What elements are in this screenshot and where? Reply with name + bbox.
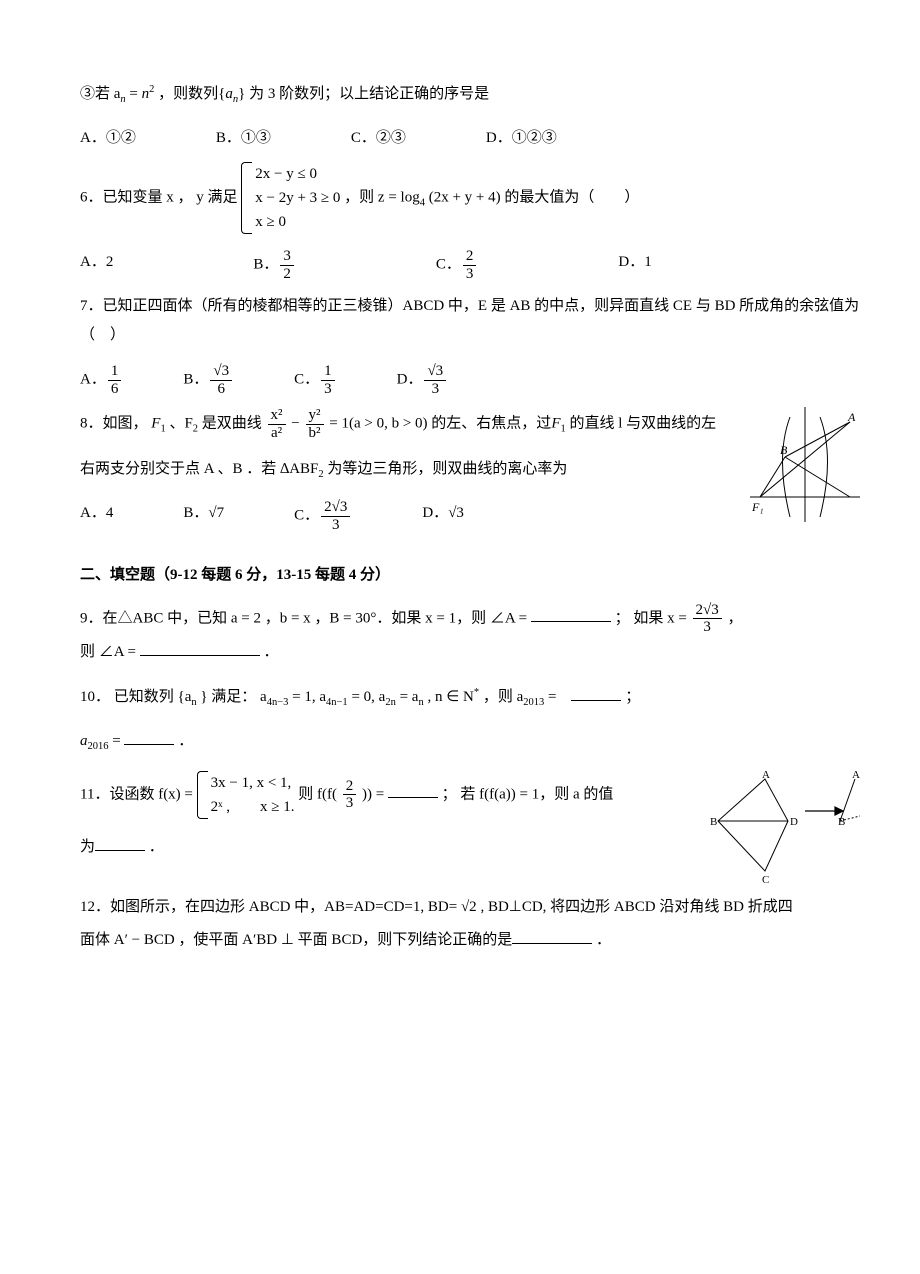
blank-9b[interactable] [140, 640, 260, 656]
q8: 8．如图， F1 、F2 是双曲线 x²a² − y²b² = 1(a > 0,… [80, 407, 860, 441]
q6-choices: A．2 B．32 C．23 D．1 [80, 248, 860, 282]
q11-figure: A B D C A B [710, 771, 860, 891]
q5-A: A．①② [80, 124, 136, 153]
q8-figure: F₁ B A [750, 407, 860, 537]
q6-C: C．23 [436, 248, 479, 282]
blank-11a[interactable] [388, 782, 438, 798]
blank-10b[interactable] [124, 729, 174, 745]
q8-D: D．√3 [422, 499, 464, 533]
q5-C: C．②③ [351, 124, 406, 153]
q5-B: B．①③ [216, 124, 271, 153]
q5-stmt3-c: 为 3 阶数列；以上结论正确的序号是 [249, 86, 489, 102]
svg-text:A: A [852, 771, 860, 781]
q6-post2: (2x + y + 4) 的最大值为（ ） [429, 190, 640, 206]
q9: 9．在△ABC 中，已知 a = 2 ，b = x ，B = 30°．如果 x … [80, 602, 860, 669]
blank-11b[interactable] [95, 835, 145, 851]
q11-system: 3x − 1, x < 1, 2ˣ , x ≥ 1. [197, 771, 295, 819]
q6-A: A．2 [80, 248, 113, 282]
blank-9a[interactable] [531, 606, 611, 622]
svg-text:C: C [762, 874, 769, 886]
q7-text: 7．已知正四面体（所有的棱都相等的正三棱锥）ABCD 中，E 是 AB 的中点，… [80, 298, 859, 343]
q6-system: 2x − y ≤ 0 x − 2y + 3 ≥ 0 x ≥ 0 [241, 162, 340, 234]
q7-C: C．13 [294, 363, 337, 397]
svg-text:D: D [790, 816, 798, 828]
q5-stmt3-a: ③若 a [80, 86, 120, 102]
q6-sys1: 2x − y ≤ 0 [255, 162, 340, 186]
q6-D: D．1 [618, 248, 651, 282]
q12: 12．如图所示，在四边形 ABCD 中，AB=AD=CD=1, BD= √2 ,… [80, 891, 860, 957]
svg-text:B: B [838, 816, 845, 828]
q8-choices: A．4 B．√7 C．2√33 D．√3 [80, 499, 742, 533]
q7-A: A．16 [80, 363, 123, 397]
q8-C: C．2√33 [294, 499, 352, 533]
q6-sys3: x ≥ 0 [255, 210, 340, 234]
blank-12[interactable] [512, 928, 592, 944]
q5-stmt3-b: ，则数列 [158, 86, 218, 102]
q8-pre: 8．如图， [80, 416, 148, 432]
q10: 10． 已知数列 {an } 满足： a4n−3 = 1, a4n−1 = 0,… [80, 683, 860, 713]
section2-title: 二、填空题（9-12 每题 6 分，13-15 每题 4 分） [80, 561, 860, 590]
svg-text:A: A [762, 771, 770, 781]
svg-text:B: B [710, 816, 717, 828]
svg-text:F₁: F₁ [751, 500, 764, 514]
svg-text:B: B [780, 443, 788, 457]
q5-D: D．①②③ [486, 124, 557, 153]
q6-post: ，则 z = log [344, 190, 420, 206]
q10b: a2016 = ． [80, 727, 860, 757]
q7: 7．已知正四面体（所有的棱都相等的正三棱锥）ABCD 中，E 是 AB 的中点，… [80, 292, 860, 349]
q6-sys2: x − 2y + 3 ≥ 0 [255, 186, 340, 210]
q7-choices: A．16 B．√36 C．13 D．√33 [80, 363, 860, 397]
q6-pre: 6．已知变量 x ， y 满足 [80, 190, 238, 206]
q6-B: B．32 [253, 248, 296, 282]
q7-B: B．√36 [183, 363, 234, 397]
svg-text:A: A [847, 410, 856, 424]
q6: 6．已知变量 x ， y 满足 2x − y ≤ 0 x − 2y + 3 ≥ … [80, 162, 860, 234]
q8-B: B．√7 [183, 499, 224, 533]
q7-D: D．√33 [397, 363, 449, 397]
q5-choices: A．①② B．①③ C．②③ D．①②③ [80, 124, 860, 153]
q8-A: A．4 [80, 499, 113, 533]
q8-line2: 右两支分别交于点 A 、B ．若 ∆ABF2 为等边三角形，则双曲线的离心率为 [80, 455, 860, 485]
q5-stmt3: ③若 an = n2 ，则数列{an} 为 3 阶数列；以上结论正确的序号是 [80, 80, 860, 110]
blank-10a[interactable] [571, 685, 621, 701]
